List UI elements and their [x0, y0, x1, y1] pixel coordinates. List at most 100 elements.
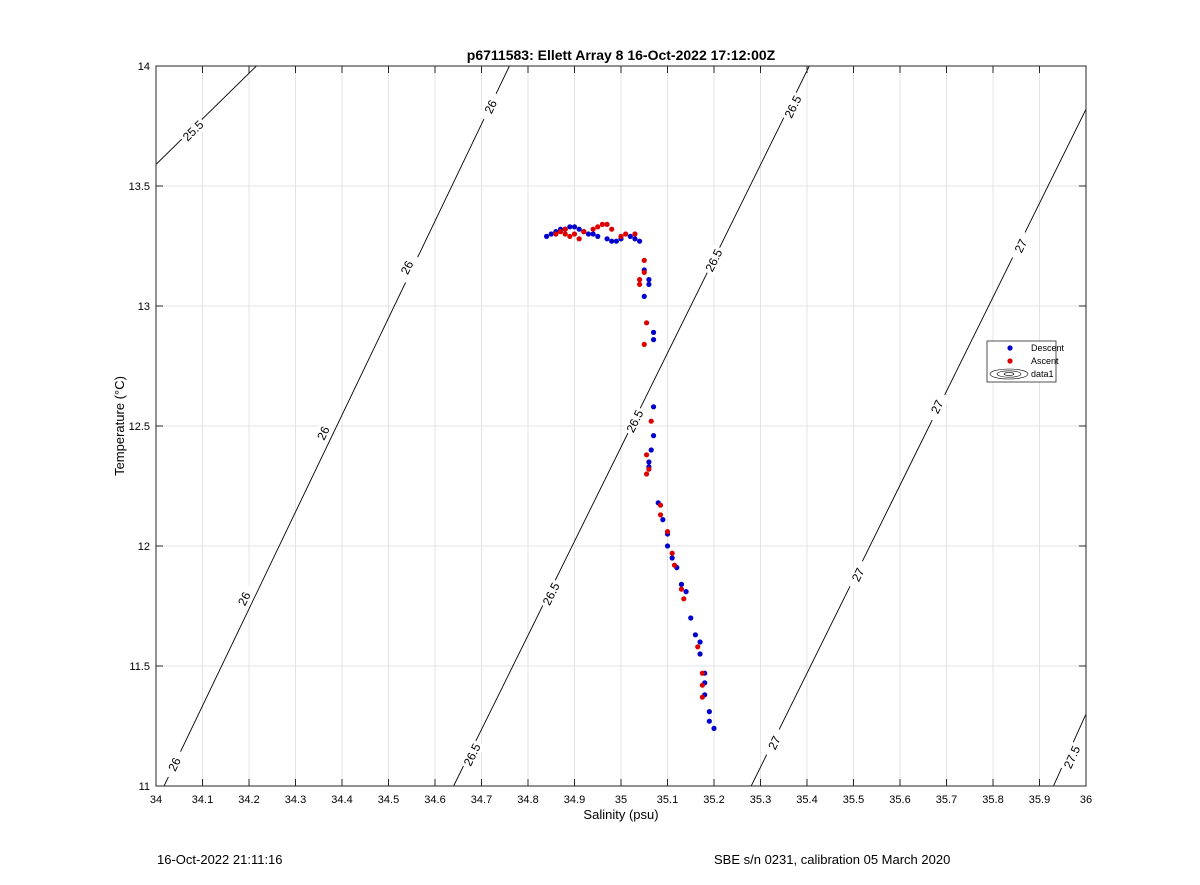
contour-label: 26	[482, 97, 501, 115]
contour-label-gap	[780, 91, 806, 123]
data-point-descent	[637, 238, 643, 244]
x-axis-label: Salinity (psu)	[583, 807, 658, 822]
contour-label-gap	[761, 727, 787, 759]
data-point-descent	[688, 615, 694, 621]
x-tick-label: 35.8	[982, 794, 1003, 806]
x-tick-label: 35.1	[657, 794, 678, 806]
data-point-descent	[595, 233, 601, 239]
contour-label-gap	[231, 583, 257, 615]
data-point-descent	[669, 555, 675, 561]
data-point-descent	[650, 337, 657, 343]
x-tick-label: 34.1	[192, 794, 213, 806]
data-point-descent	[590, 231, 596, 237]
data-point-descent	[650, 329, 657, 335]
data-point-ascent	[590, 226, 596, 232]
data-point-ascent	[581, 229, 587, 235]
data-point-ascent	[669, 550, 675, 556]
data-point-descent	[548, 231, 554, 237]
data-point-ascent	[609, 226, 615, 232]
data-point-ascent	[595, 224, 601, 230]
legend-marker-data1	[989, 368, 1029, 380]
x-tick-label: 34.4	[331, 794, 352, 806]
x-tick-label: 35.7	[936, 794, 957, 806]
legend-marker-ascent	[1007, 358, 1013, 364]
data-point-descent	[646, 459, 652, 465]
data-point-descent	[648, 447, 654, 453]
data-point-ascent	[637, 281, 643, 287]
data-point-descent	[678, 581, 685, 588]
contour-label-gap	[162, 748, 187, 781]
x-tick-label: 35.3	[750, 794, 771, 806]
contour-label: 27	[765, 733, 784, 751]
grid	[156, 66, 1086, 786]
data-point-ascent	[648, 418, 654, 424]
legend: Descent Ascent data1	[986, 340, 1065, 383]
data-point-ascent	[641, 341, 647, 347]
x-tick-label: 34.2	[238, 794, 259, 806]
data-point-ascent	[562, 226, 568, 232]
contour-label-gap	[311, 417, 336, 449]
y-axis-ticks: 11 11.5 12 12.5 13 13.5 14	[129, 61, 1086, 793]
data-point-descent	[571, 224, 578, 230]
data-point-descent	[646, 277, 652, 283]
data-point-ascent	[641, 269, 647, 275]
x-tick-label: 34.3	[285, 794, 306, 806]
x-tick-label: 34.8	[517, 794, 538, 806]
data-point-descent	[585, 231, 592, 237]
data-point-ascent	[699, 682, 705, 688]
contour-label: 26	[165, 755, 184, 773]
data-point-ascent	[678, 586, 685, 592]
data-point-ascent	[699, 694, 705, 700]
data-point-ascent	[557, 229, 564, 235]
x-tick-label: 35.2	[703, 794, 724, 806]
x-tick-label: 34	[150, 794, 162, 806]
data-point-ascent	[637, 277, 643, 283]
legend-box	[986, 340, 1057, 383]
data-point-ascent	[623, 231, 629, 237]
footer-timestamp: 16-Oct-2022 21:11:16	[157, 852, 283, 867]
x-tick-label: 34.5	[378, 794, 399, 806]
data-point-ascent	[641, 257, 647, 263]
data-point-ascent	[643, 471, 650, 477]
y-tick-label: 13.5	[129, 181, 150, 193]
y-tick-label: 11.5	[129, 661, 150, 673]
data-point-descent	[544, 233, 550, 239]
data-point-ascent	[664, 529, 671, 535]
data-point-descent	[613, 238, 619, 244]
data-point-ascent	[671, 562, 678, 568]
data-point-descent	[627, 233, 633, 239]
contour-label-gap	[394, 251, 420, 284]
legend-marker-descent	[1007, 345, 1013, 351]
contour-label: 26	[314, 424, 333, 442]
data-point-ascent	[571, 231, 578, 237]
density-contour-line	[163, 66, 510, 786]
data-point-descent	[646, 281, 652, 287]
series-ascent	[553, 221, 705, 700]
data-point-ascent	[643, 452, 650, 458]
y-tick-label: 11	[139, 781, 150, 793]
y-tick-label: 14	[138, 61, 150, 73]
legend-label-data1: data1	[1031, 369, 1054, 379]
data-point-descent	[711, 725, 717, 732]
contour-label: 26	[398, 258, 417, 276]
data-point-ascent	[632, 231, 638, 237]
data-point-descent	[692, 632, 699, 638]
density-contour-line	[750, 109, 1086, 786]
data-point-descent	[706, 709, 712, 715]
data-point-descent	[567, 224, 573, 230]
contour-label-gap	[538, 578, 564, 610]
data-point-ascent	[562, 231, 568, 237]
data-point-descent	[609, 238, 615, 244]
contour-label-gap	[1008, 230, 1034, 262]
data-point-ascent	[618, 233, 624, 239]
data-point-ascent	[553, 231, 559, 237]
data-point-ascent	[604, 221, 610, 227]
data-point-descent	[664, 543, 671, 549]
contour-label-gap	[1059, 741, 1085, 773]
data-point-ascent	[657, 502, 664, 508]
data-point-descent	[632, 236, 638, 242]
contour-label: 26	[235, 589, 254, 607]
x-axis-ticks: 34 34.1 34.2 34.3 34.4 34.5 34.6 34.7 34.8 34.9 35…	[150, 66, 1092, 806]
x-tick-label: 35	[615, 794, 627, 806]
footer-calibration: SBE s/n 0231, calibration 05 March 2020	[714, 852, 951, 867]
